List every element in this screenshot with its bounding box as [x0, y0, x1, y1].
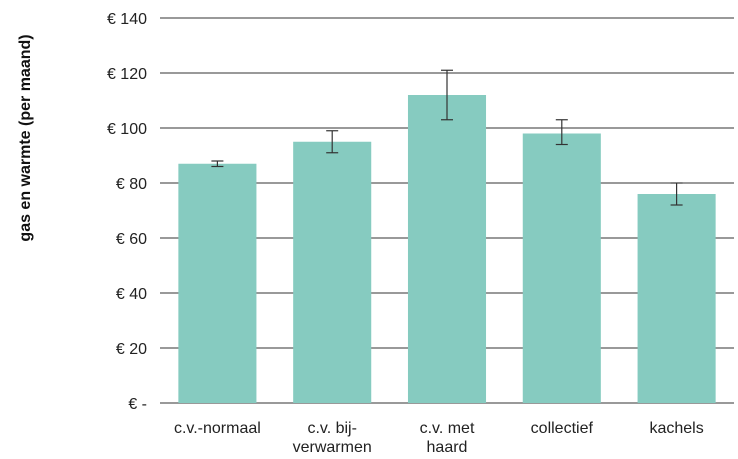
x-category-label: c.v. met [420, 420, 475, 437]
error-bars [211, 69, 683, 206]
bars [178, 95, 716, 403]
y-tick-labels: € - € 20 € 40 € 60 € 80 € 100 € 120 € 140 [107, 11, 147, 413]
bar [407, 95, 487, 403]
x-category-label: c.v. bij- [307, 420, 356, 437]
x-category-labels: c.v.-normaal c.v. bij-verwarmen c.v. met ha… [174, 420, 704, 456]
y-axis-title: gas en warmte (per maand) [17, 34, 34, 241]
bar [637, 194, 716, 403]
y-tick-label: € 60 [116, 231, 147, 248]
x-category-label: haard [427, 439, 468, 456]
y-tick-label: € 20 [116, 341, 147, 358]
bar [293, 141, 372, 403]
y-tick-label: € 40 [116, 286, 147, 303]
x-category-label: verwarmen [293, 439, 372, 456]
y-tick-label: € 80 [116, 176, 147, 193]
y-tick-label: € 100 [107, 121, 147, 138]
x-category-label: c.v.-normaal [174, 420, 261, 437]
x-category-label: kachels [649, 420, 703, 437]
x-category-label: collectief [531, 420, 594, 437]
y-tick-label: € 140 [107, 11, 147, 28]
bar [178, 163, 257, 403]
y-tick-label: € - [128, 396, 147, 413]
bar [522, 133, 601, 403]
y-tick-label: € 120 [107, 66, 147, 83]
